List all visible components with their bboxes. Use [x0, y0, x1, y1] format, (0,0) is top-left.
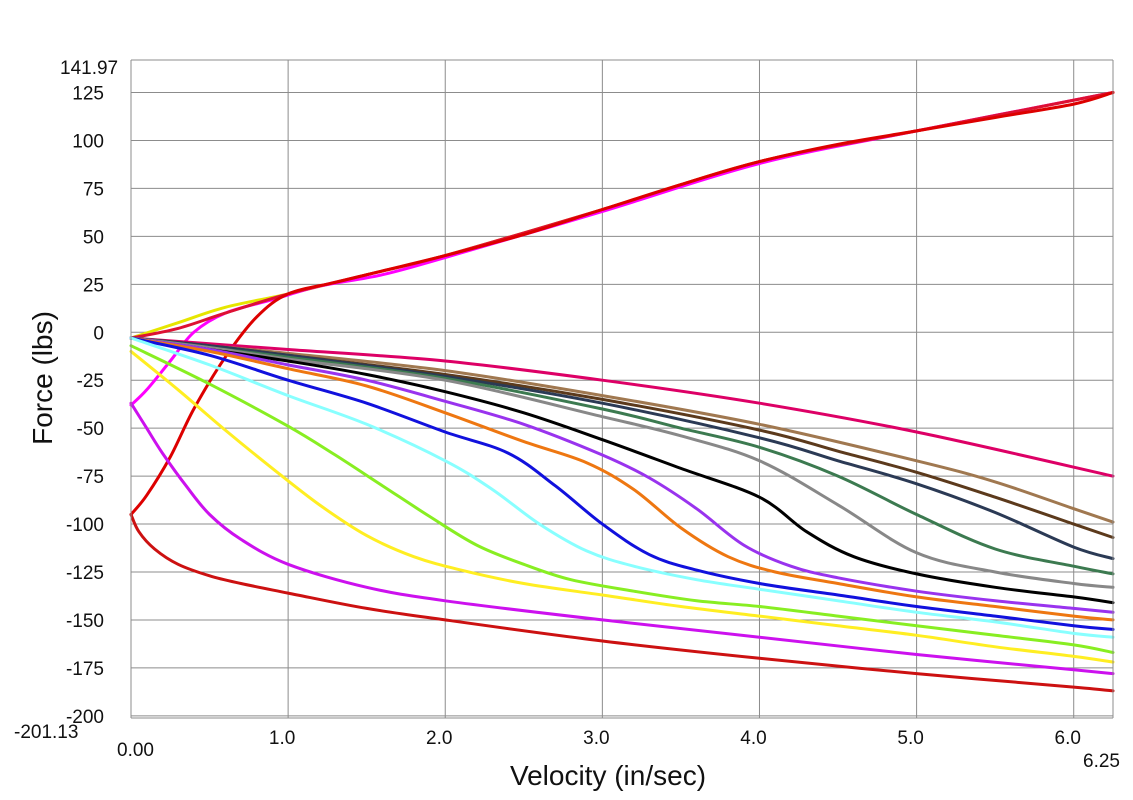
series-line-10	[129, 336, 1115, 589]
x-max-label: 6.25	[1083, 751, 1120, 772]
y-tick-label: 75	[83, 179, 104, 200]
y-tick-label: 0	[93, 323, 104, 344]
y-tick-label: -25	[77, 371, 104, 392]
y-tick-label: -50	[77, 419, 104, 440]
series-line-3	[129, 91, 1115, 340]
y-tick-label: 25	[83, 275, 104, 296]
x-axis-title: Velocity (in/sec)	[510, 760, 706, 791]
tick-labels: 1.0 2.0 3.0 4.0 5.0 6.0 125 100 75 50 25 0 -25 -50 -75…	[14, 58, 1120, 772]
x-tick-label: 1.0	[269, 728, 295, 749]
series-lines	[129, 91, 1115, 693]
y-tick-label: 100	[72, 131, 104, 152]
y-tick-label: -200	[66, 707, 104, 728]
x-tick-label: 3.0	[583, 728, 609, 749]
series-line-9	[129, 336, 1115, 576]
series-line-11	[129, 336, 1115, 605]
y-tick-label: -100	[66, 515, 104, 536]
x-tick-label: 2.0	[426, 728, 452, 749]
y-tick-label: -75	[77, 467, 104, 488]
x-tick-label: 5.0	[897, 728, 923, 749]
y-tick-label: -150	[66, 611, 104, 632]
series-line-16	[129, 344, 1115, 654]
series-line-15	[129, 336, 1115, 639]
x-tick-label: 6.0	[1055, 728, 1081, 749]
x-tick-label: 4.0	[740, 728, 766, 749]
series-line-14	[129, 336, 1115, 631]
series-line-1	[129, 91, 1115, 340]
y-max-label: 141.97	[60, 58, 118, 79]
series-line-4	[129, 91, 1115, 516]
series-line-8	[129, 336, 1115, 561]
y-tick-label: 125	[72, 84, 104, 105]
axes	[130, 59, 1114, 719]
series-line-19	[129, 513, 1115, 693]
series-line-13	[129, 336, 1115, 622]
grid	[131, 60, 1113, 718]
x-min-label: 0.00	[117, 740, 154, 761]
y-axis-title: Force (lbs)	[27, 311, 58, 445]
series-line-5	[129, 336, 1115, 478]
y-tick-label: 50	[83, 227, 104, 248]
y-tick-label: -125	[66, 563, 104, 584]
y-tick-label: -175	[66, 659, 104, 680]
series-line-17	[129, 349, 1115, 664]
y-min-label: -201.13	[14, 722, 78, 743]
series-line-12	[129, 336, 1115, 614]
series-line-18	[129, 401, 1115, 676]
